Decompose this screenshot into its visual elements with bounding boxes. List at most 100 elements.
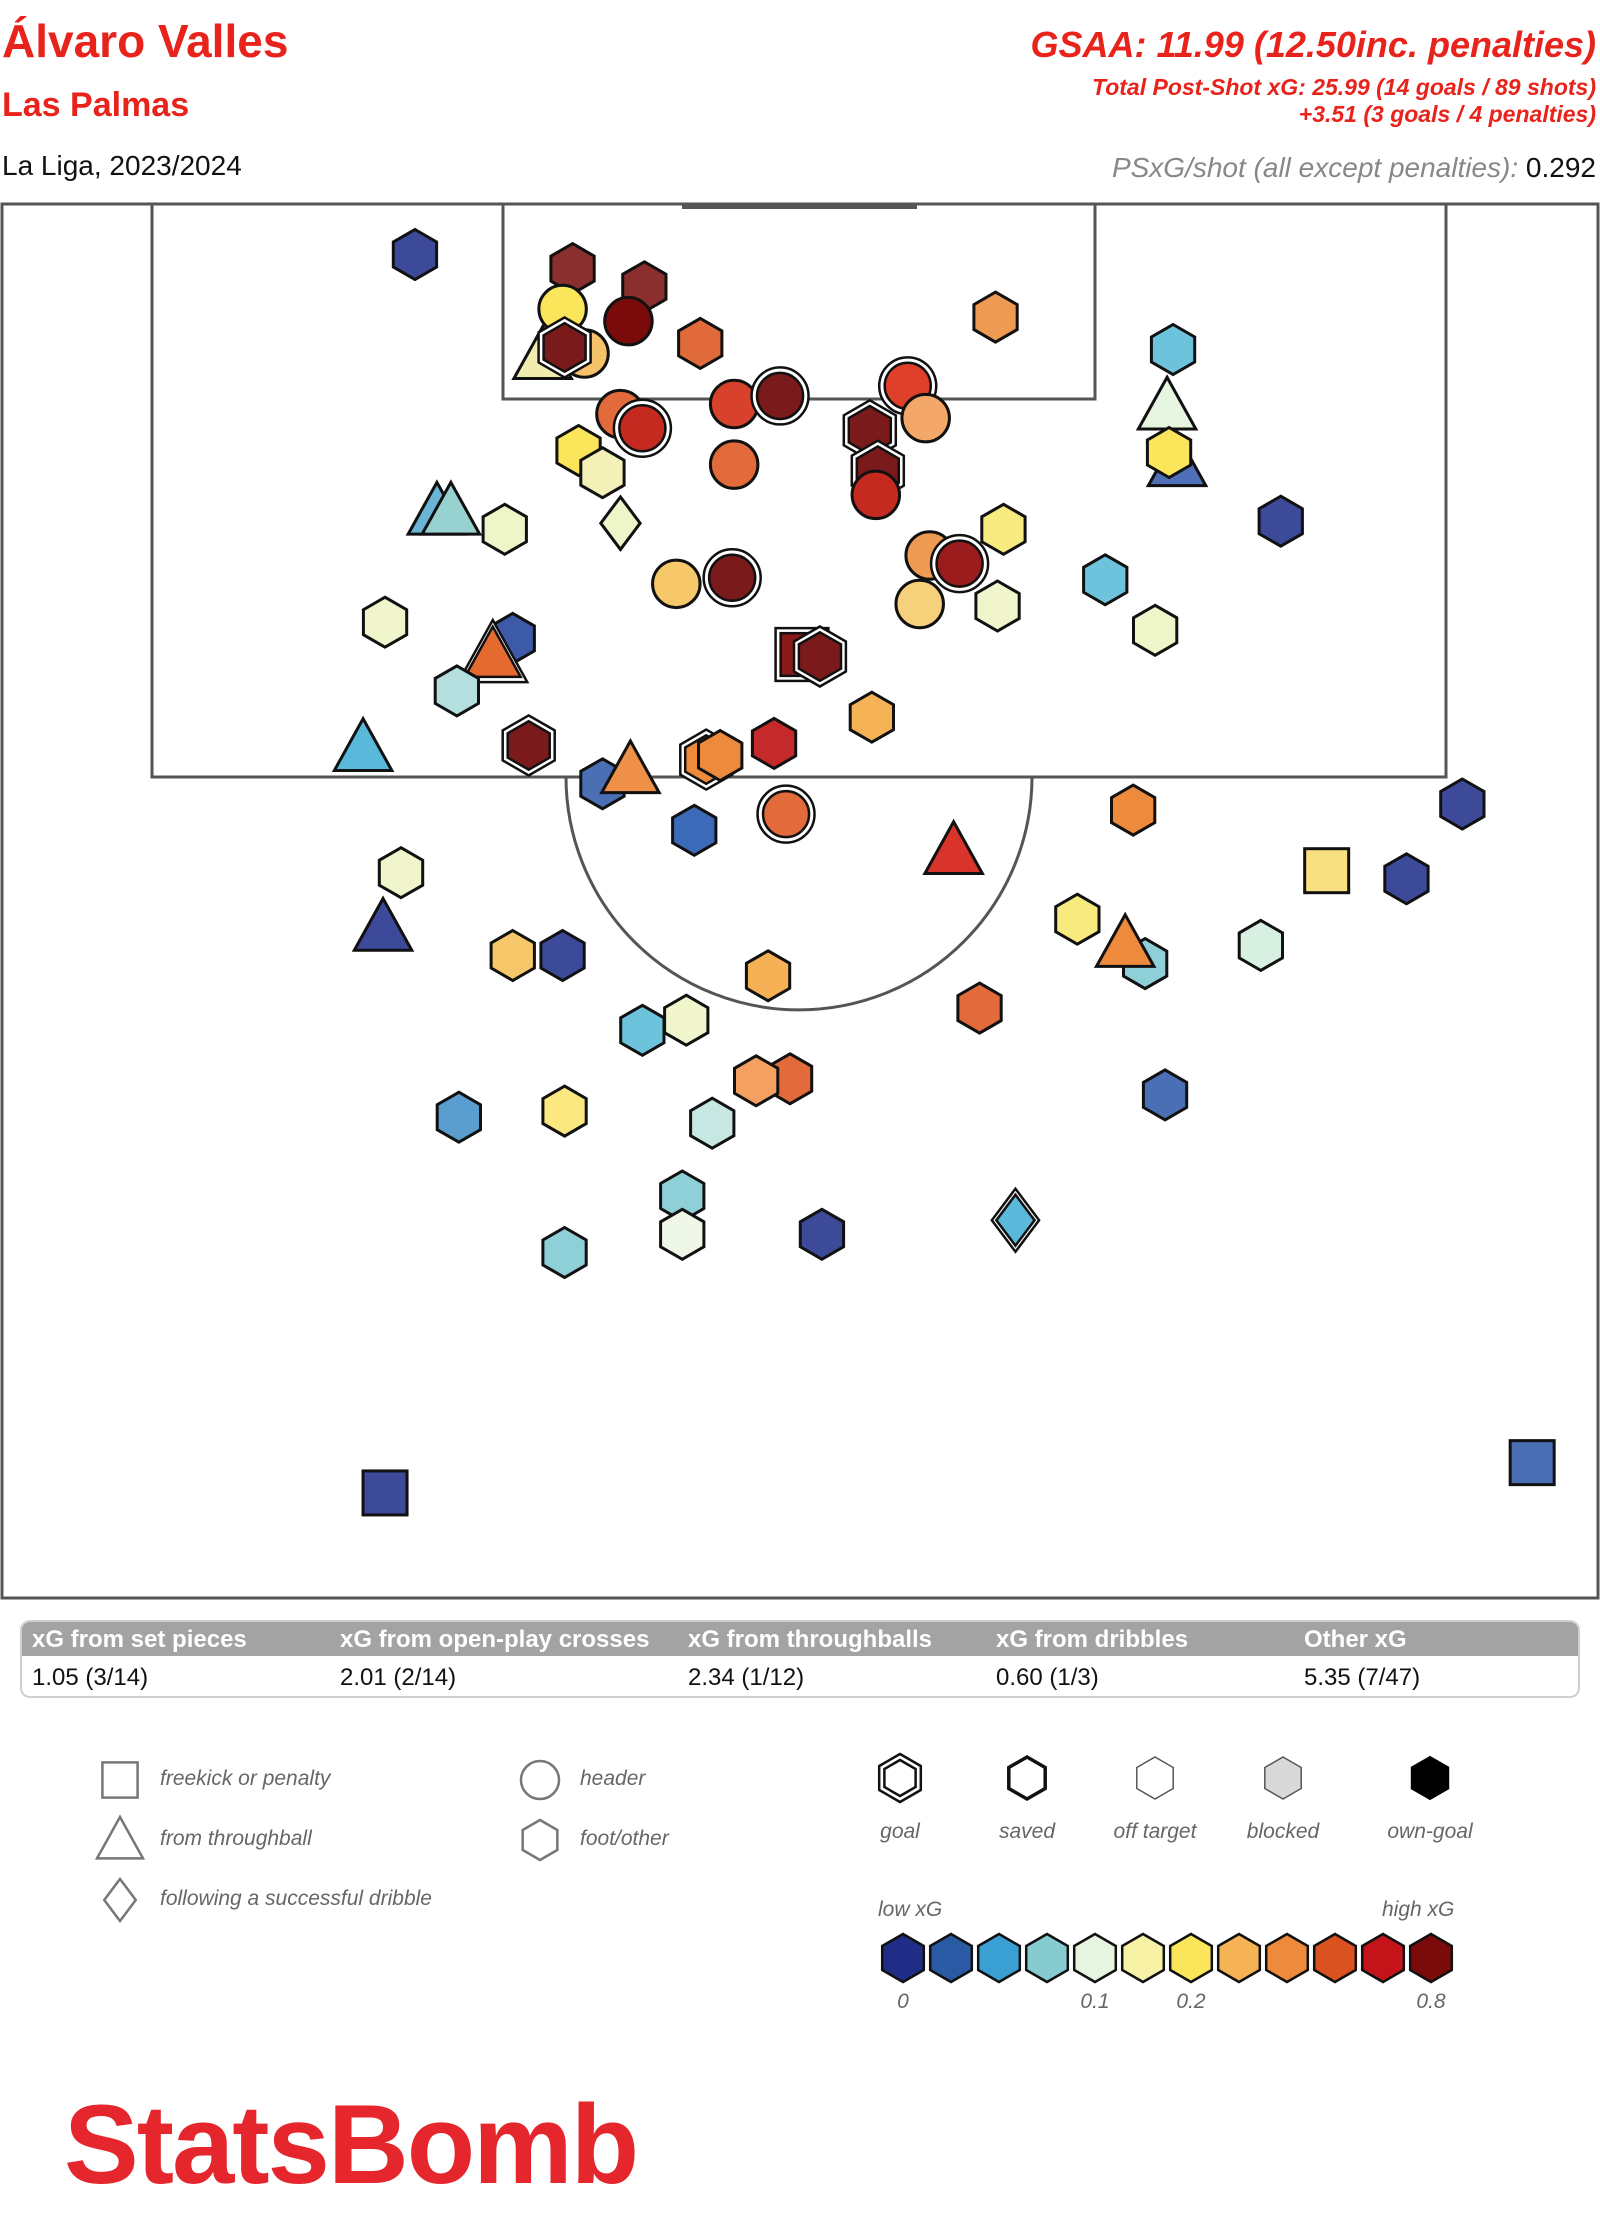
- xg-summary-header: xG from set pieces xG from open-play cros…: [22, 1622, 1578, 1656]
- legend-shape-label-3: header: [580, 1767, 646, 1790]
- xg-scale-high-label: high xG: [1382, 1898, 1455, 1921]
- summary-value-3: 0.60 (1/3): [996, 1664, 1099, 1691]
- shot-marker-saved-hexagon: [744, 949, 792, 1003]
- legend-circle-icon: [519, 1759, 561, 1801]
- xg-scale-low-label: low xG: [878, 1898, 943, 1921]
- shot-marker-saved-triangle: [419, 479, 483, 536]
- shot-marker-saved-hexagon: [481, 502, 528, 557]
- summary-value-0: 1.05 (3/14): [32, 1664, 149, 1691]
- shot-marker-saved-hexagon: [1439, 777, 1486, 831]
- xg-scale-swatch-6: [1168, 1932, 1214, 1984]
- xg-scale-swatch-1: [928, 1932, 974, 1984]
- competition-season: La Liga, 2023/2024: [2, 150, 242, 181]
- legend-outcome-goal-icon: [877, 1752, 923, 1804]
- shot-marker-saved-square: [1508, 1439, 1556, 1487]
- shot-marker-saved-hexagon: [733, 1054, 780, 1108]
- shot-marker-saved-hexagon: [489, 928, 536, 983]
- shot-marker-saved-circle: [603, 295, 654, 347]
- shot-marker-saved-triangle: [599, 737, 662, 795]
- summary-header-2: xG from throughballs: [688, 1626, 933, 1653]
- xg-scale-swatch-8: [1264, 1932, 1310, 1984]
- summary-header-0: xG from set pieces: [32, 1626, 247, 1653]
- xg-scale-tick-2: 0.2: [1176, 1990, 1206, 2013]
- xg-scale-swatch-9: [1312, 1932, 1358, 1984]
- xg-scale-tick-3: 0.8: [1416, 1990, 1446, 2013]
- legend-outcome-blocked-icon: [1264, 1756, 1302, 1800]
- shot-marker-goal-hexagon: [501, 713, 556, 777]
- shot-marker-saved-triangle: [351, 895, 415, 952]
- shot-marker-goal-circle: [702, 548, 762, 608]
- shot-marker-saved-hexagon: [1149, 322, 1197, 377]
- shot-marker-saved-triangle: [331, 715, 395, 772]
- shot-marker-saved-hexagon: [974, 579, 1021, 633]
- shot-marker-saved-circle: [651, 558, 702, 610]
- xg-scale-swatch-0: [880, 1932, 926, 1984]
- shot-marker-saved-hexagon: [377, 845, 425, 900]
- legend-outcome-label-0: goal: [880, 1820, 920, 1843]
- shot-marker-saved-hexagon: [1110, 783, 1157, 837]
- shot-marker-saved-hexagon: [579, 445, 626, 500]
- shot-marker-saved-hexagon: [689, 1096, 736, 1150]
- shot-marker-saved-hexagon: [671, 803, 718, 858]
- legend-shape-label-1: from throughball: [160, 1827, 312, 1850]
- shot-marker-saved-hexagon: [619, 1003, 666, 1058]
- summary-value-4: 5.35 (7/47): [1304, 1664, 1421, 1691]
- shot-marker-saved-triangle: [1093, 911, 1157, 968]
- xg-summary-table: xG from set pieces xG from open-play cros…: [20, 1620, 1580, 1698]
- shot-marker-saved-triangle: [1135, 374, 1199, 431]
- shot-marker-goal-hexagon: [537, 315, 592, 379]
- shot-marker-saved-hexagon: [1082, 553, 1129, 607]
- shot-marker-saved-hexagon: [798, 1207, 846, 1262]
- shot-marker-saved-square: [361, 1469, 409, 1517]
- shot-marker-saved-hexagon: [1383, 852, 1430, 906]
- legend-outcome-label-3: blocked: [1246, 1820, 1320, 1843]
- shot-marker-saved-hexagon: [433, 664, 480, 718]
- legend-outcome-off_target-icon: [1136, 1756, 1174, 1800]
- shot-marker-saved-circle: [708, 439, 760, 490]
- shot-marker-saved-hexagon: [1054, 892, 1101, 946]
- legend-triangle-icon: [94, 1814, 146, 1860]
- summary-header-3: xG from dribbles: [996, 1626, 1189, 1653]
- shot-marker-goal-hexagon: [792, 625, 848, 688]
- shot-marker-saved-hexagon: [391, 227, 439, 282]
- legend-shape-label-4: foot/other: [580, 1827, 669, 1850]
- summary-value-1: 2.01 (2/14): [340, 1664, 457, 1691]
- summary-header-4: Other xG: [1304, 1626, 1407, 1653]
- penalty-area: [150, 202, 1448, 779]
- shot-marker-saved-circle: [900, 392, 951, 444]
- legend-graphics: [94, 1752, 1454, 1984]
- statsbomb-logo: StatsBomb: [64, 2082, 639, 2207]
- shot-map-chart: [0, 202, 1600, 1600]
- psxg-per-shot-label: PSxG/shot (all except penalties):: [1111, 152, 1526, 183]
- shot-marker-goal-circle: [929, 533, 990, 594]
- gsaa-stat: GSAA: 11.99 (12.50inc. penalties): [1030, 24, 1596, 65]
- summary-header-1: xG from open-play crosses: [340, 1626, 650, 1653]
- shot-marker-saved-hexagon: [1141, 1068, 1189, 1122]
- shot-marker-saved-circle: [708, 378, 760, 430]
- legend-hexagon-icon: [521, 1818, 559, 1862]
- legend-outcome-label-2: off target: [1113, 1820, 1197, 1843]
- shot-marker-saved-circle: [850, 469, 902, 521]
- shot-marker-saved-hexagon: [1257, 494, 1304, 548]
- shot-marker-saved-triangle: [922, 818, 985, 875]
- xg-scale-tick-0: 0: [897, 1990, 909, 2013]
- shot-marker-saved-hexagon: [663, 993, 710, 1047]
- summary-value-2: 2.34 (1/12): [688, 1664, 805, 1691]
- shot-marker-saved-hexagon: [848, 690, 895, 744]
- penalty-psxg-stat: +3.51 (3 goals / 4 penalties): [1298, 101, 1596, 127]
- xg-scale-swatch-3: [1024, 1932, 1070, 1984]
- shot-marker-saved-hexagon: [980, 502, 1027, 557]
- shot-marker-saved-hexagon: [659, 1207, 706, 1262]
- xg-scale-tick-1: 0.1: [1080, 1990, 1110, 2013]
- shot-marker-saved-hexagon: [677, 316, 724, 371]
- shot-marker-saved-hexagon: [361, 595, 409, 649]
- shot-marker-saved-hexagon: [1132, 603, 1179, 658]
- shot-marker-saved-circle: [894, 578, 945, 630]
- legend-diamond-icon: [102, 1876, 138, 1924]
- legend-square-icon: [101, 1761, 139, 1799]
- legend-shape-label-0: freekick or penalty: [160, 1767, 331, 1790]
- xg-scale-swatch-2: [976, 1932, 1022, 1984]
- shot-marker-saved-square: [1303, 847, 1351, 895]
- shot-marker-goal-circle: [612, 398, 673, 459]
- legend-outcome-label-1: saved: [998, 1820, 1056, 1843]
